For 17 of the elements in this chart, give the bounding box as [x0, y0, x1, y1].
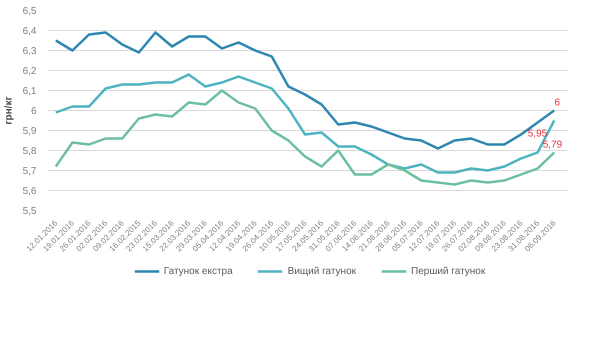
y-tick-label: 5,7 — [22, 166, 37, 177]
y-tick-label: 6,2 — [22, 66, 37, 77]
data-label: 6 — [554, 98, 560, 108]
y-tick-label: 6,1 — [22, 86, 37, 97]
legend-label: Перший гатунок — [411, 265, 486, 277]
y-tick-label: 6,5 — [22, 6, 37, 17]
y-tick-label: 5,9 — [22, 126, 37, 137]
y-tick-label: 6 — [30, 106, 37, 117]
y-tick-label: 6,3 — [22, 46, 37, 57]
y-tick-label: 6,4 — [22, 26, 37, 37]
data-label: 5,79 — [542, 140, 563, 150]
y-tick-label: 5,6 — [22, 186, 37, 197]
y-tick-label: 5,5 — [22, 206, 37, 217]
legend-label: Вищий гатунок — [288, 265, 356, 277]
y-axis-title: грн/кг — [4, 96, 15, 125]
legend-label: Гатунок екстра — [164, 265, 233, 277]
y-tick-label: 5,8 — [22, 146, 37, 157]
